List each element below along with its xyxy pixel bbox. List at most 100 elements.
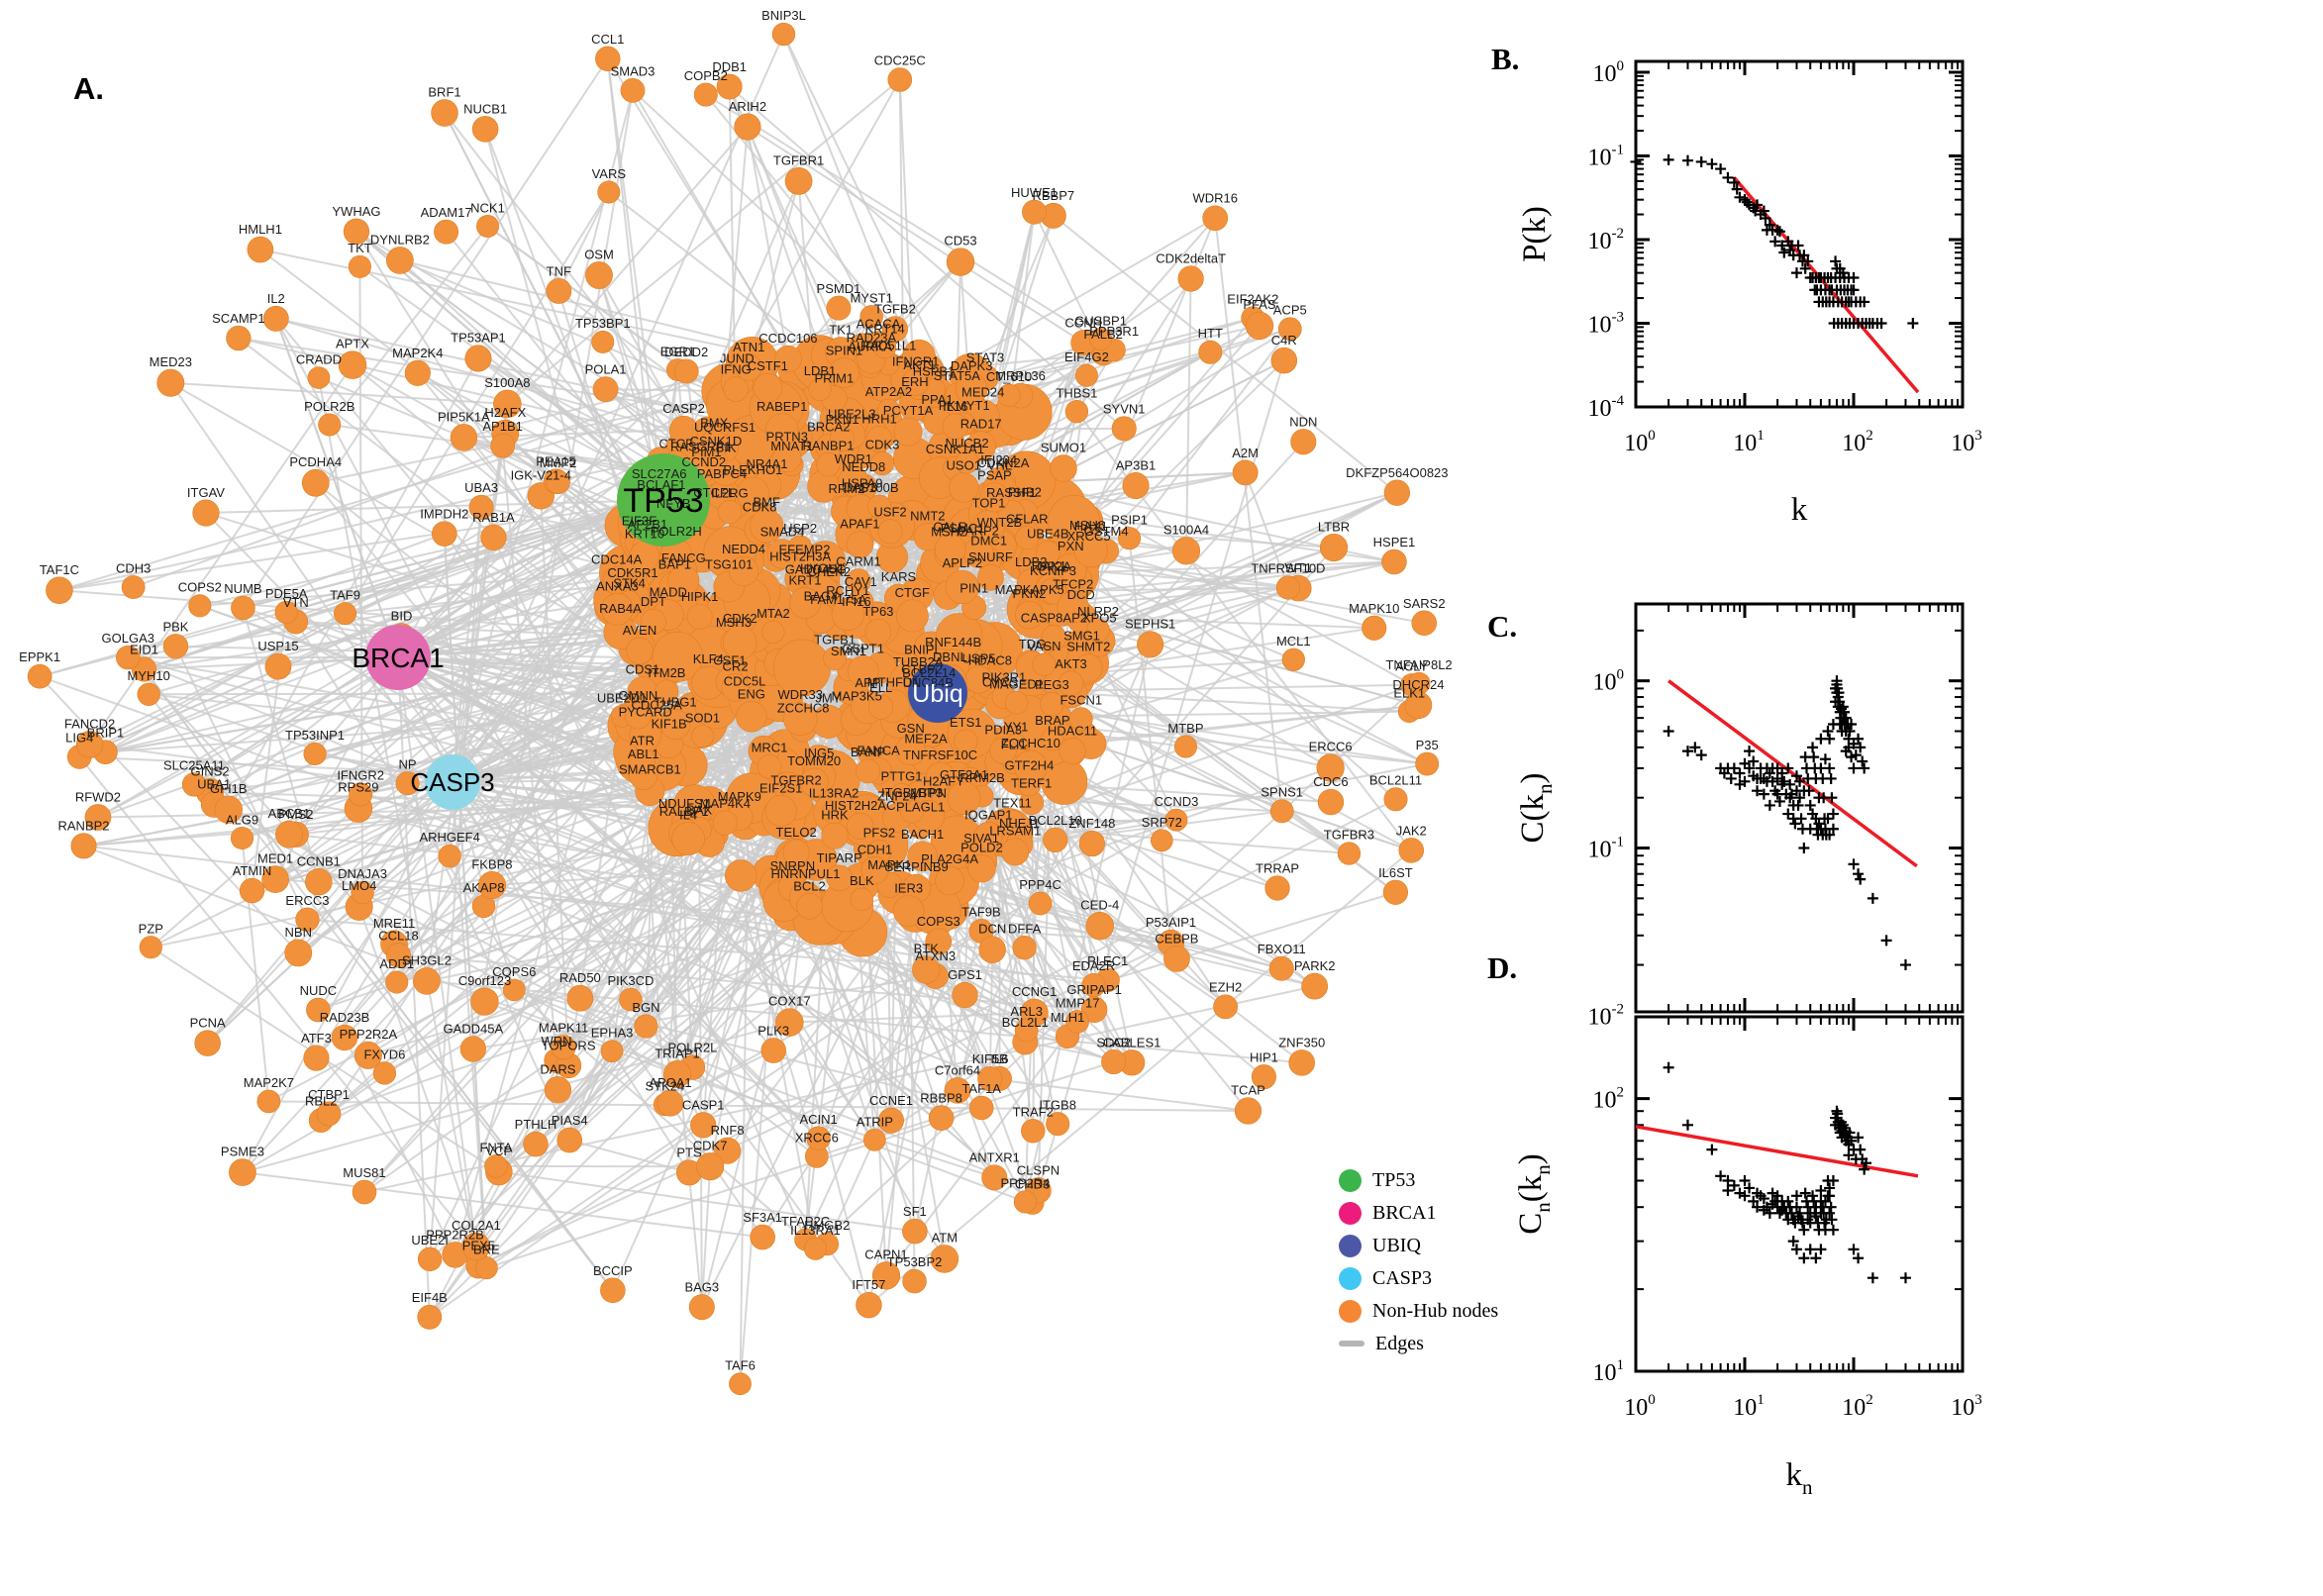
network-node-label: PLEKHO1 (723, 462, 782, 477)
network-node-label: RFWD2 (75, 789, 121, 804)
network-node-label: TNFAIP8L2 (1385, 657, 1452, 672)
data-point (1815, 1184, 1827, 1196)
network-node-label: ANTXR1 (969, 1150, 1020, 1165)
network-node (264, 652, 292, 680)
legend-color-dot (1339, 1168, 1362, 1192)
network-node-label: WDR33 (778, 687, 824, 702)
data-point (1825, 1201, 1837, 1213)
data-point (1848, 284, 1860, 296)
network-node-label: SNURF (968, 549, 1013, 564)
network-node (1245, 311, 1274, 341)
plot-ckn: 100 10-1 10-2 C(kn) (1515, 602, 1965, 1030)
network-node (229, 1158, 256, 1186)
y-axis-label: C(kn) (1515, 773, 1557, 844)
network-node-label: NUDC (300, 983, 338, 998)
network-node (729, 1372, 752, 1396)
network-node (385, 970, 409, 994)
network-node-label: APAF1 (840, 517, 879, 532)
network-node (1382, 879, 1409, 905)
network-node-label: CRADD (296, 351, 342, 366)
network-node (231, 595, 255, 621)
data-point (1767, 1187, 1778, 1199)
network-node-label: MAGED1 (989, 676, 1044, 691)
network-node-label: LTBR (1318, 519, 1350, 534)
network-node-label: FNTA (479, 1140, 512, 1154)
network-node-label: DPT (641, 594, 666, 609)
network-node-label: MAPK11 (539, 1021, 588, 1036)
network-node-label: CCL1 (591, 32, 624, 47)
network-node-label: NLRP2 (1077, 604, 1119, 619)
data-point (1857, 755, 1868, 767)
network-node (417, 1247, 443, 1271)
network-node-label: ERCC3 (285, 893, 329, 908)
network-edge (1019, 843, 1282, 970)
network-node (784, 167, 813, 195)
network-node-label: GSN (897, 721, 925, 736)
legend-item: BRCA1 (1339, 1201, 1498, 1225)
data-point (1880, 935, 1892, 947)
network-node (736, 701, 767, 733)
data-point (1734, 1187, 1746, 1199)
network-node (348, 254, 371, 278)
panel-label-b: B. (1491, 42, 1520, 76)
network-edge (789, 1011, 1035, 1024)
network-node (597, 180, 621, 204)
network-node-label: HUWE1 (1011, 185, 1058, 200)
hub-node-label: Ubiq (912, 680, 962, 708)
network-edge (676, 1073, 995, 1179)
network-node (1064, 400, 1089, 424)
network-node-label: FKBP8 (471, 856, 512, 871)
network-node-label: IER3 (894, 881, 923, 896)
network-node (352, 1179, 377, 1205)
network-node-label: NBN (285, 925, 312, 940)
legend-item-label: Non-Hub nodes (1372, 1299, 1499, 1322)
network-node-label: DNAJA3 (338, 866, 387, 881)
network-node (595, 46, 621, 72)
network-node-label: HMLH1 (239, 222, 282, 237)
network-node (434, 219, 459, 245)
network-node (413, 967, 441, 995)
network-edge (513, 989, 817, 1249)
network-node-label: IFNG (721, 362, 752, 377)
network-node (1381, 549, 1407, 575)
data-point (1848, 272, 1860, 284)
network-node-label: TNFRSF10C (903, 748, 977, 762)
tick-label: 10-2 (1588, 1001, 1625, 1030)
network-node (826, 864, 854, 892)
network-edge (318, 376, 464, 439)
network-node-label: SRP72 (1142, 815, 1182, 830)
tick-label: 10-1 (1588, 142, 1625, 170)
network-node-label: SYVN1 (1103, 402, 1146, 417)
network-edge (397, 728, 804, 956)
network-node (334, 602, 357, 626)
data-point (1789, 818, 1801, 830)
tick-label: 100 (1624, 1392, 1656, 1421)
network-node-label: PDIA3 (984, 723, 1022, 738)
network-node-label: TP63 (862, 604, 893, 619)
network-node (523, 1131, 549, 1157)
network-node (192, 499, 220, 527)
network-edge (242, 1021, 790, 1174)
network-edge (611, 1050, 690, 1173)
network-node-label: P53AIP1 (1146, 915, 1196, 930)
network-node-label: HRK (821, 808, 849, 823)
network-node (750, 1224, 775, 1250)
network-node-label: PCYT1A (883, 403, 934, 418)
network-node (1316, 753, 1345, 782)
data-point (1867, 1272, 1878, 1284)
network-node-label: MAPK1 (867, 857, 911, 872)
network-node-label: AKAP8 (463, 880, 505, 895)
network-node-label: BCL2 (793, 878, 826, 893)
network-node-label: ITGB8 (1039, 1097, 1076, 1112)
legend-color-dot (1339, 1299, 1362, 1323)
network-node-label: C9orf123 (458, 973, 511, 988)
data-point (1859, 762, 1870, 774)
network-node (1383, 479, 1411, 506)
network-node (431, 99, 458, 127)
network-node (1268, 955, 1294, 981)
network-node (826, 295, 852, 321)
network-node (850, 887, 874, 912)
network-edge (328, 225, 489, 426)
scatter-points (1630, 153, 1919, 329)
network-node (673, 358, 699, 384)
